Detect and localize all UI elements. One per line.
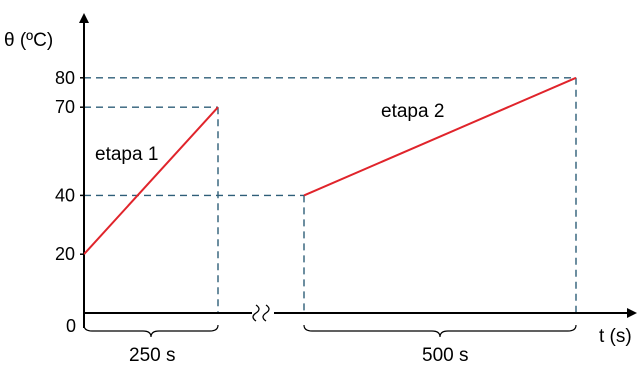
- duration-label-500: 500 s: [422, 345, 468, 366]
- duration-brace-2: [303, 324, 577, 338]
- series-label-etapa-2: etapa 2: [381, 101, 444, 122]
- series-lines: [83, 76, 577, 255]
- y-tick-80: 80: [55, 68, 75, 88]
- y-tick-40: 40: [55, 185, 75, 205]
- axis-break-mark-2: [262, 304, 270, 322]
- origin-label: 0: [66, 316, 76, 336]
- series-line-etapa-1: [83, 106, 219, 255]
- x-axis-label: t (s): [599, 326, 632, 347]
- series-label-etapa-1: etapa 1: [95, 144, 158, 165]
- guide-lines: [84, 77, 577, 313]
- duration-brace-1: [83, 324, 219, 338]
- axis-break-mark-1: [252, 304, 260, 322]
- y-tick-labels: 20 40 70 80: [55, 68, 84, 264]
- duration-label-250: 250 s: [129, 345, 175, 366]
- y-axis-label: θ (ºC): [4, 30, 53, 51]
- y-tick-20: 20: [55, 244, 75, 264]
- y-tick-70: 70: [55, 97, 75, 117]
- axes: [79, 13, 637, 328]
- series-line-etapa-2: [303, 76, 577, 197]
- duration-braces: [83, 324, 577, 338]
